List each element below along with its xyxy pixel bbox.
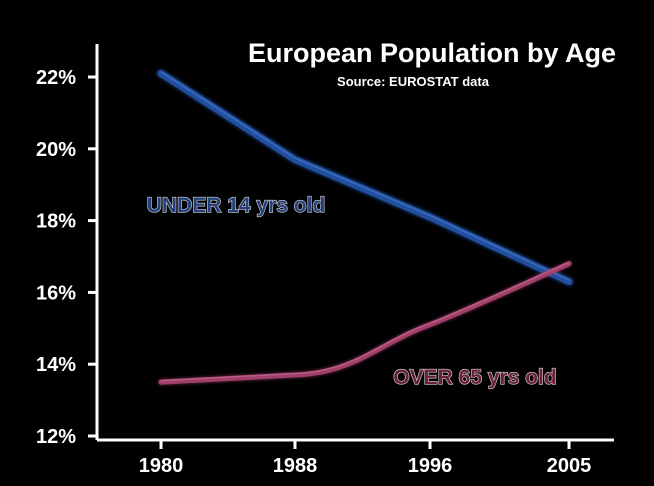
series-line-over-65 bbox=[158, 261, 572, 385]
series-lines bbox=[156, 68, 574, 386]
y-tick-label: 14% bbox=[36, 354, 76, 376]
data-point bbox=[568, 263, 570, 265]
x-tick-label: 2005 bbox=[547, 455, 592, 477]
chart-title: European Population by Age bbox=[248, 38, 616, 68]
y-axis-ticks: 22% 20% 18% 16% 14% 12% bbox=[36, 67, 97, 448]
data-point bbox=[568, 281, 570, 283]
data-point bbox=[429, 324, 431, 326]
series-line-highlight bbox=[160, 71, 570, 281]
data-point bbox=[294, 374, 296, 376]
y-tick-label: 16% bbox=[36, 282, 76, 304]
y-tick-label: 20% bbox=[36, 139, 76, 161]
x-tick-label: 1980 bbox=[139, 455, 184, 477]
data-point bbox=[160, 72, 162, 74]
y-tick-label: 12% bbox=[36, 426, 76, 448]
data-point bbox=[429, 216, 431, 218]
series-label-under-14: UNDER 14 yrs old bbox=[147, 194, 326, 217]
series-line-glow bbox=[157, 260, 573, 386]
data-point bbox=[160, 381, 162, 383]
series-line-highlight bbox=[160, 261, 570, 382]
series-label-over-65: OVER 65 yrs old bbox=[393, 366, 556, 389]
data-point bbox=[294, 159, 296, 161]
series-line-under-14 bbox=[157, 69, 573, 286]
y-tick-label: 18% bbox=[36, 211, 76, 233]
x-tick-label: 1996 bbox=[408, 455, 453, 477]
x-axis-ticks: 1980 1988 1996 2005 bbox=[139, 440, 592, 477]
x-tick-label: 1988 bbox=[273, 455, 318, 477]
chart-subtitle: Source: EUROSTAT data bbox=[337, 74, 490, 89]
y-tick-label: 22% bbox=[36, 67, 76, 89]
